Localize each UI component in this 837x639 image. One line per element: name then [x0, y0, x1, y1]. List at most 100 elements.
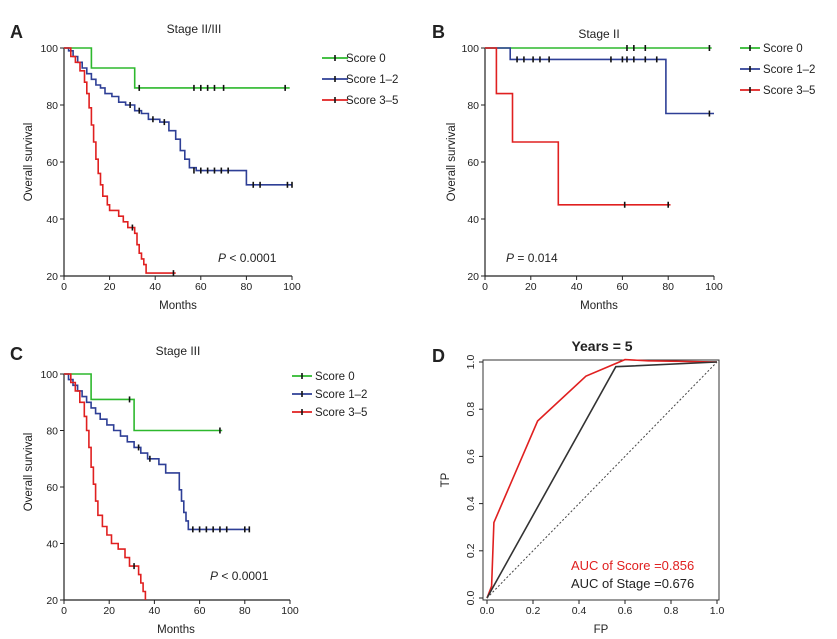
x-axis-label: Months [159, 300, 197, 312]
x-tick-label: 100 [705, 281, 723, 293]
series-score-3-5 [485, 47, 671, 208]
auc-stage-label: AUC of Stage =0.676 [571, 576, 694, 591]
series-score-1-2 [485, 47, 714, 117]
y-tick-label: 40 [467, 214, 479, 226]
x-axis-label: FP [594, 624, 609, 636]
legend-label: Score 3–5 [346, 95, 398, 107]
series-line [486, 361, 718, 599]
x-tick-label: 100 [281, 605, 299, 617]
series-line [486, 358, 718, 599]
y-tick-label: 80 [46, 100, 58, 112]
series-line [485, 47, 671, 206]
p-value: P < 0.0001 [210, 569, 269, 583]
p-symbol: P [210, 569, 218, 583]
y-tick-label: 40 [46, 539, 58, 551]
x-tick-label: 100 [283, 281, 301, 293]
p-value-text: < 0.0001 [218, 569, 269, 583]
x-axis-label: Months [157, 624, 195, 636]
x-tick-label: 0.6 [618, 605, 633, 617]
x-tick-label: 0.0 [480, 605, 495, 617]
panel-d: D Years = 5 0.0 0.2 0.4 0.6 0.8 1.0 0.0 0.2 0.4 0.6… [432, 338, 724, 636]
y-tick-label: 100 [461, 43, 479, 55]
y-axis-label: TP [440, 472, 452, 487]
reference-line [486, 361, 718, 599]
legend-label: Score 1–2 [346, 74, 398, 86]
series-line [64, 47, 176, 274]
x-tick-label: 80 [241, 281, 253, 293]
legend: Score 0 Score 1–2 Score 3–5 [292, 371, 367, 419]
x-axis-label: Months [580, 300, 618, 312]
series-score-3-5 [64, 47, 176, 277]
x-tick-label: 1.0 [710, 605, 725, 617]
x-tick-label: 40 [571, 281, 583, 293]
legend: Score 0 Score 1–2 Score 3–5 [740, 43, 815, 97]
series-score-0 [485, 45, 712, 51]
panel-b: B Stage II0 20 40 60 80 10020406080100MonthsOv… [432, 22, 815, 312]
x-tick-label: 0.8 [664, 605, 679, 617]
series-score-0 [64, 47, 290, 91]
p-symbol: P [506, 251, 514, 265]
chart-title: Stage III [156, 344, 201, 358]
x-tick-label: 0 [482, 281, 488, 293]
chart-title: Years = 5 [571, 338, 632, 354]
p-value: P < 0.0001 [218, 251, 277, 265]
chart-title: Stage II [578, 27, 619, 41]
series-line [64, 373, 147, 600]
y-tick-label: 0.4 [465, 496, 477, 511]
y-tick-label: 40 [46, 214, 58, 226]
y-tick-label: 80 [46, 426, 58, 438]
series-reference [486, 361, 718, 599]
x-tick-label: 0.4 [572, 605, 587, 617]
x-tick-label: 0 [61, 605, 67, 617]
series-line [64, 373, 223, 432]
x-tick-label: 80 [662, 281, 674, 293]
series-score [486, 358, 718, 599]
auc-score-label: AUC of Score =0.856 [571, 558, 694, 573]
chart-title: Stage II/III [167, 22, 222, 36]
panel-letter: A [10, 22, 23, 42]
y-tick-label: 0.0 [465, 591, 477, 606]
x-tick-label: 20 [525, 281, 537, 293]
legend-label: Score 0 [763, 43, 803, 55]
y-tick-label: 20 [46, 595, 58, 607]
y-tick-label: 0.2 [465, 543, 477, 558]
panel-letter: C [10, 344, 23, 364]
series-score-3-5 [64, 373, 147, 600]
legend-label: Score 1–2 [315, 389, 367, 401]
y-axis-label: Overall survival [446, 123, 458, 202]
panel-letter: D [432, 346, 445, 366]
x-tick-label: 20 [103, 605, 115, 617]
p-symbol: P [218, 251, 226, 265]
series-stage [486, 361, 718, 599]
legend: Score 0 Score 1–2 Score 3–5 [322, 53, 398, 107]
x-tick-label: 60 [195, 281, 207, 293]
y-tick-label: 80 [467, 100, 479, 112]
series-line [64, 373, 250, 531]
y-tick-label: 0.6 [465, 449, 477, 464]
series-line [64, 47, 292, 186]
y-tick-label: 60 [46, 157, 58, 169]
panel-letter: B [432, 22, 445, 42]
x-tick-label: 80 [239, 605, 251, 617]
series-score-0 [64, 373, 223, 434]
y-tick-label: 1.0 [465, 355, 477, 370]
p-value: P = 0.014 [506, 251, 558, 265]
x-tick-label: 40 [149, 605, 161, 617]
y-tick-label: 100 [40, 369, 58, 381]
y-tick-label: 100 [40, 43, 58, 55]
y-axis-label: Overall survival [23, 123, 35, 202]
series-score-1-2 [64, 47, 293, 188]
legend-label: Score 1–2 [763, 64, 815, 76]
y-tick-label: 20 [46, 271, 58, 283]
legend-label: Score 0 [315, 371, 355, 383]
x-tick-label: 60 [194, 605, 206, 617]
y-axis-label: Overall survival [23, 433, 35, 512]
plot-frame [482, 359, 720, 601]
legend-label: Score 3–5 [763, 85, 815, 97]
x-tick-label: 20 [104, 281, 116, 293]
p-value-text: < 0.0001 [226, 251, 277, 265]
series-line [64, 47, 290, 89]
